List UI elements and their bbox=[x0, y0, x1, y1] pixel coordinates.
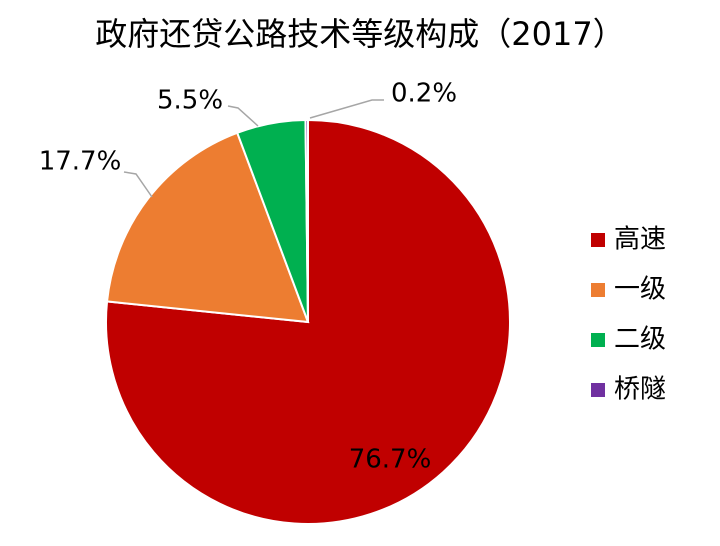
data-label: 0.2% bbox=[391, 79, 457, 109]
data-label: 76.7% bbox=[349, 445, 432, 475]
leader-line bbox=[123, 171, 153, 198]
legend-label: 桥隧 bbox=[614, 375, 666, 405]
legend-swatch bbox=[591, 383, 605, 397]
pie-slice bbox=[304, 118, 309, 323]
legend-swatch bbox=[591, 283, 605, 297]
pie-slice bbox=[105, 131, 310, 324]
legend-label: 一级 bbox=[614, 275, 666, 305]
chart-title: 政府还贷公路技术等级构成（2017） bbox=[95, 15, 624, 53]
legend-swatch bbox=[591, 233, 605, 247]
data-label: 17.7% bbox=[39, 147, 122, 177]
leader-line bbox=[227, 105, 259, 127]
legend-label: 高速 bbox=[614, 225, 666, 255]
data-label: 5.5% bbox=[157, 86, 223, 116]
legend-label: 二级 bbox=[614, 325, 666, 355]
leader-line bbox=[309, 99, 384, 119]
legend-swatch bbox=[591, 333, 605, 347]
